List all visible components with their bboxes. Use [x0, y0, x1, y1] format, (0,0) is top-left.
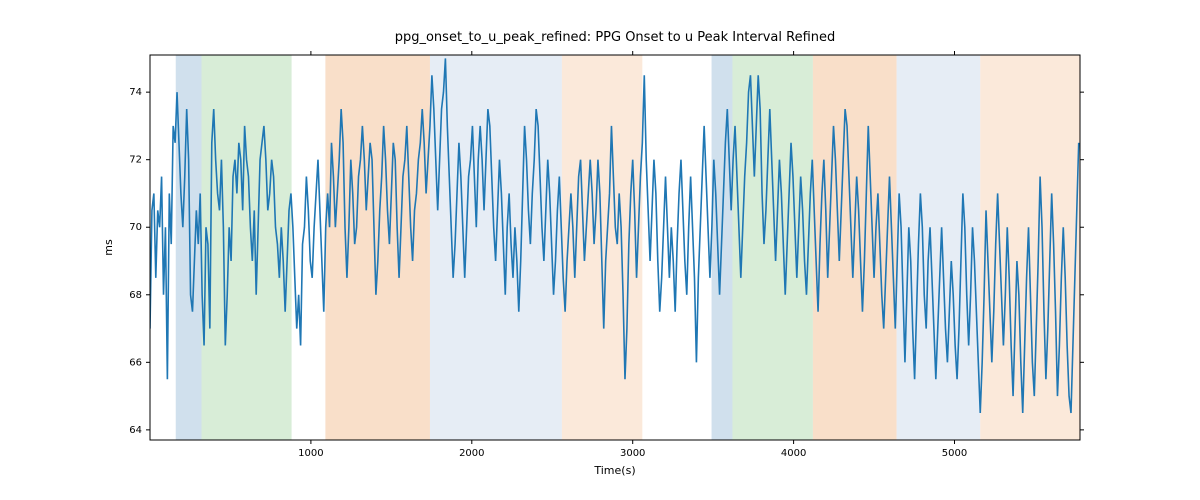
- band-6: [732, 55, 812, 440]
- band-8: [897, 55, 981, 440]
- chart-container: 1000 2000 3000 4000 5000 64 66 68 70 72 74 Time(s) m…: [0, 0, 1200, 500]
- y-tick-label: 72: [129, 155, 142, 166]
- x-tick-label: 2000: [459, 448, 484, 459]
- chart-svg: 1000 2000 3000 4000 5000 64 66 68 70 72 74 Time(s) m…: [0, 0, 1200, 500]
- chart-title: ppg_onset_to_u_peak_refined: PPG Onset t…: [395, 30, 836, 45]
- y-tick-label: 68: [129, 290, 142, 301]
- x-axis-label: Time(s): [593, 464, 635, 477]
- band-0: [176, 55, 202, 440]
- x-tick-label: 3000: [620, 448, 645, 459]
- x-tick-label: 1000: [298, 448, 323, 459]
- x-tick-label: 4000: [781, 448, 806, 459]
- y-axis-label: ms: [102, 239, 115, 256]
- y-tick-label: 74: [129, 87, 142, 98]
- y-tick-label: 66: [129, 357, 142, 368]
- x-tick-label: 5000: [942, 448, 967, 459]
- y-tick-label: 70: [129, 222, 142, 233]
- y-tick-label: 64: [129, 425, 142, 436]
